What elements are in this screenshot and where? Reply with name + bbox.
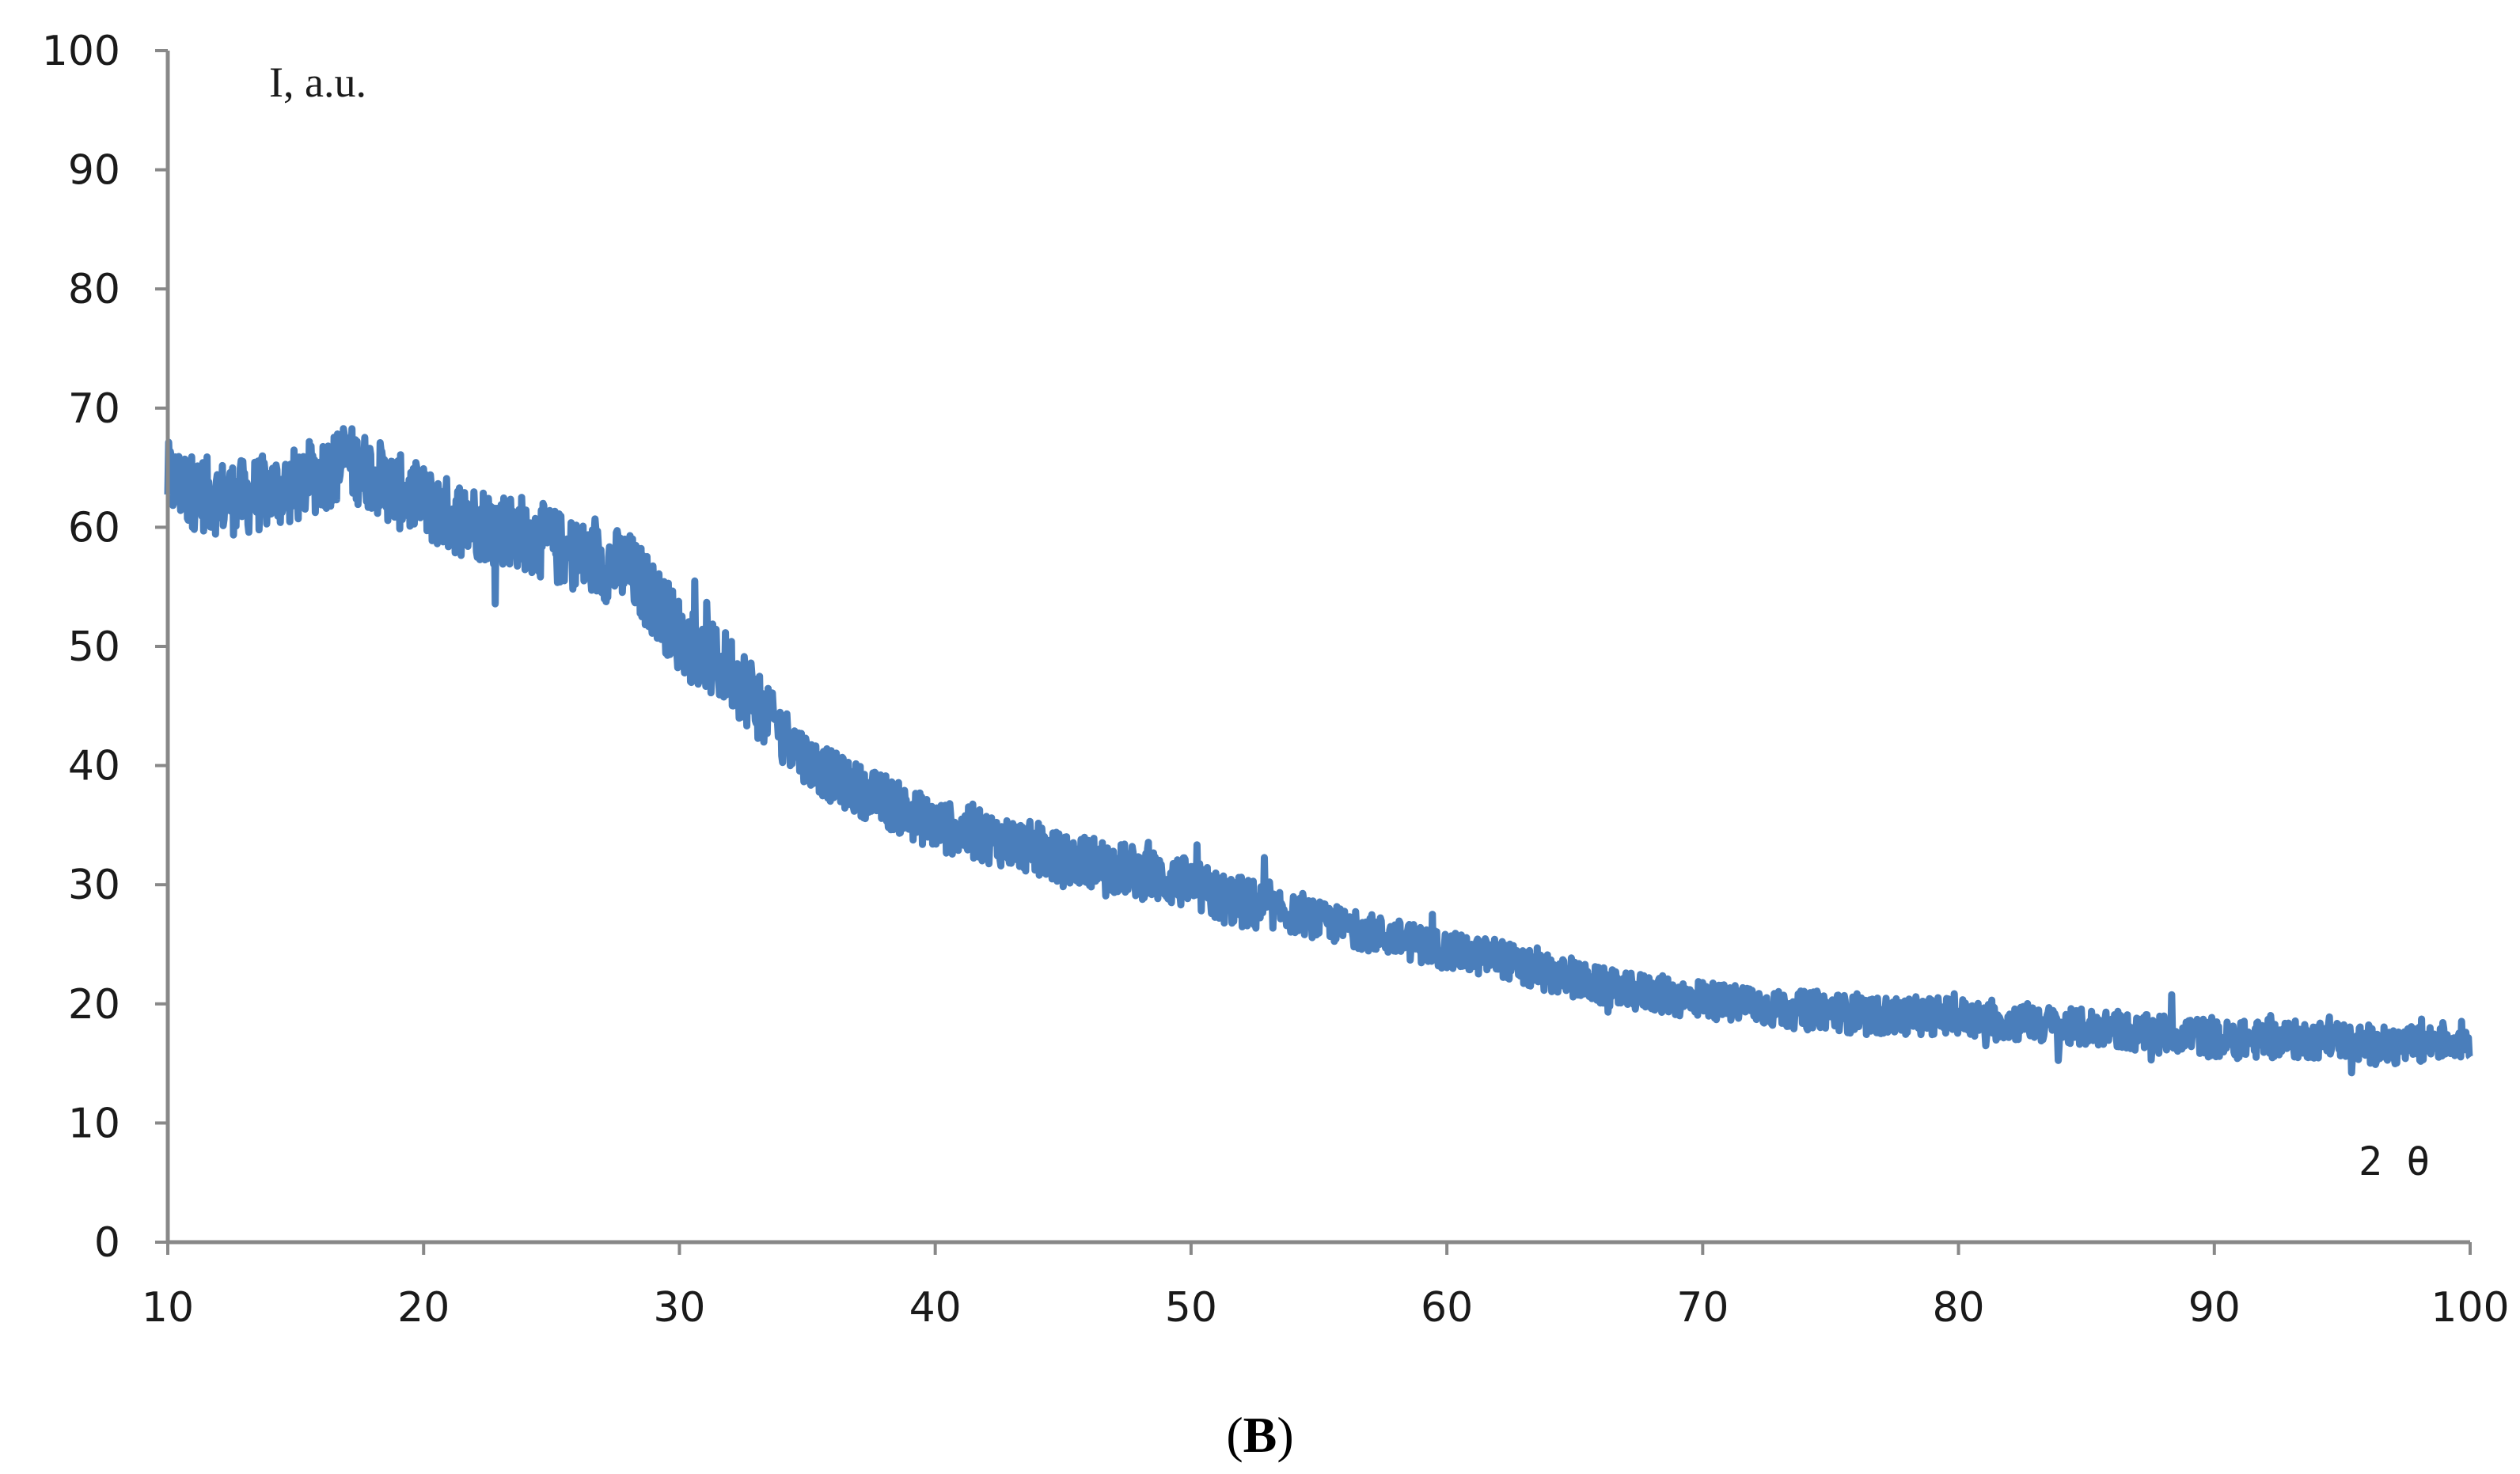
x-tick-label: 10 [142,1284,194,1332]
x-tick-label: 90 [2188,1284,2241,1332]
figure-caption: (B) [1226,1407,1293,1463]
y-tick-label: 20 [68,981,120,1029]
x-tick-label: 80 [1932,1284,1984,1332]
caption-letter: B [1243,1407,1277,1463]
y-tick-label: 70 [68,385,120,433]
y-axis-label: I, a.u. [269,59,366,106]
y-tick-label: 60 [68,504,120,551]
caption-close: ) [1277,1407,1293,1463]
y-tick-label: 90 [68,147,120,195]
x-axis-label: 2 θ [2359,1139,2430,1184]
x-tick-label: 70 [1676,1284,1729,1332]
x-tick-label: 60 [1421,1284,1473,1332]
x-tick-label: 20 [397,1284,450,1332]
caption-open: ( [1226,1407,1243,1463]
series-layer [164,425,2473,1077]
y-tick-label: 0 [94,1219,120,1267]
x-tick-label: 40 [909,1284,962,1332]
x-tick-label: 50 [1165,1284,1217,1332]
y-tick-label: 30 [68,862,120,909]
ticks: 0 10 20 30 40 50 60 70 80 90 100 10 20 30 40 50 60 70 80 90… [42,28,2510,1332]
y-tick-label: 100 [42,28,120,75]
axes [165,51,2470,1245]
x-tick-label: 30 [653,1284,705,1332]
x-tick-label: 100 [2431,1284,2509,1332]
y-tick-label: 40 [68,743,120,790]
series-line [164,425,2473,1077]
y-tick-label: 80 [68,266,120,313]
y-tick-label: 10 [68,1100,120,1147]
y-tick-label: 50 [68,623,120,671]
